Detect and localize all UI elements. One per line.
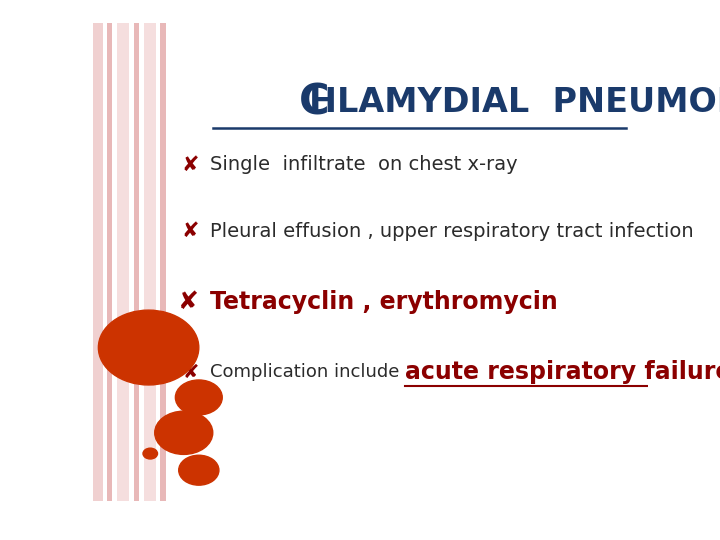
Text: ✘: ✘	[178, 290, 199, 314]
Bar	[161, 23, 166, 501]
Text: HLAMYDIAL  PNEUMONIA: HLAMYDIAL PNEUMONIA	[309, 86, 720, 119]
Bar	[117, 23, 129, 501]
Text: ✘: ✘	[181, 154, 199, 174]
Text: acute respiratory failure: acute respiratory failure	[405, 361, 720, 384]
Bar	[133, 23, 139, 501]
Text: ✘: ✘	[182, 363, 199, 382]
Circle shape	[143, 448, 158, 459]
Circle shape	[99, 310, 199, 385]
Text: Pleural effusion , upper respiratory tract infection: Pleural effusion , upper respiratory tra…	[210, 221, 693, 241]
Text: Complication include: Complication include	[210, 363, 405, 381]
Text: Tetracyclin , erythromycin: Tetracyclin , erythromycin	[210, 290, 558, 314]
Circle shape	[179, 455, 219, 485]
Bar	[143, 23, 156, 501]
Circle shape	[176, 380, 222, 415]
Circle shape	[155, 411, 213, 454]
Text: ✘: ✘	[181, 221, 199, 241]
Bar	[93, 23, 103, 501]
Text: C: C	[300, 81, 330, 123]
Text: Single  infiltrate  on chest x-ray: Single infiltrate on chest x-ray	[210, 155, 518, 174]
Bar	[107, 23, 112, 501]
